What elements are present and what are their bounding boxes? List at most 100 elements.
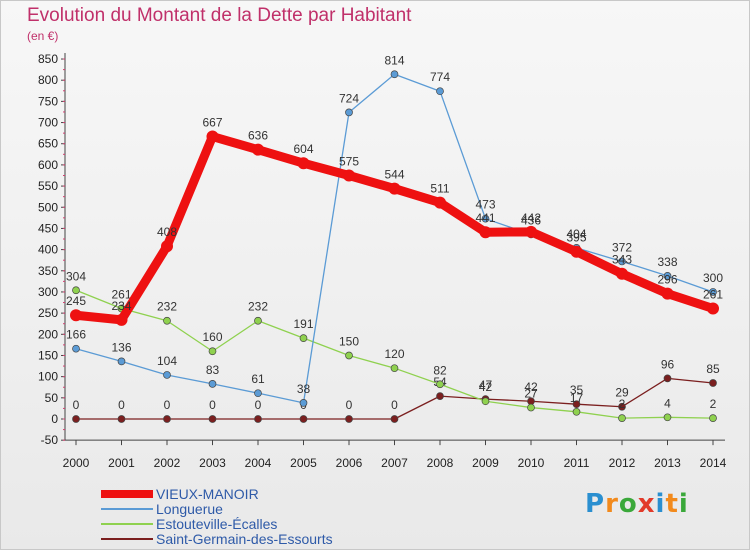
y-tick-label: 150 — [38, 348, 58, 362]
data-label: 160 — [202, 330, 222, 344]
x-tick-label: 2011 — [564, 456, 590, 470]
data-label: 232 — [157, 300, 177, 314]
y-tick-label: 50 — [45, 391, 59, 405]
data-point — [345, 415, 353, 423]
data-point — [206, 130, 219, 143]
chart-subtitle: (en €) — [27, 29, 59, 43]
y-tick-label: 600 — [38, 158, 58, 172]
data-label: 42 — [479, 380, 493, 394]
data-label: 338 — [657, 255, 677, 269]
data-label: 85 — [706, 362, 720, 376]
x-tick-label: 2009 — [472, 456, 499, 470]
data-point — [72, 344, 80, 353]
data-label: 408 — [157, 225, 177, 239]
x-tick-label: 2012 — [609, 456, 636, 470]
x-tick-label: 2007 — [381, 456, 408, 470]
data-label: 300 — [703, 271, 723, 285]
data-point — [481, 214, 490, 223]
y-tick-label: 800 — [38, 73, 58, 87]
data-label: 0 — [209, 398, 216, 412]
data-point — [163, 316, 171, 325]
data-point — [663, 413, 672, 422]
data-label: 191 — [293, 317, 313, 331]
data-label: 372 — [612, 240, 632, 254]
legend-swatch — [101, 538, 153, 540]
data-point — [663, 374, 672, 383]
logo-letter: x — [637, 489, 656, 519]
x-tick-label: 2004 — [245, 456, 272, 470]
data-point — [707, 302, 719, 315]
data-label: 436 — [521, 213, 541, 227]
data-label: 120 — [384, 347, 404, 361]
logo-letter: r — [605, 489, 619, 519]
data-point — [618, 402, 626, 411]
data-label: 0 — [73, 398, 80, 412]
data-label: 814 — [384, 53, 404, 67]
logo-letter: o — [618, 489, 638, 519]
data-point — [481, 397, 490, 406]
x-tick-label: 2013 — [654, 456, 681, 470]
data-label: 774 — [430, 70, 450, 84]
data-label: 296 — [657, 273, 677, 287]
data-label: 304 — [66, 269, 86, 283]
data-point — [663, 272, 672, 280]
data-label: 234 — [111, 299, 131, 313]
data-label: 83 — [206, 363, 220, 377]
data-label: 4 — [664, 396, 671, 410]
data-point — [527, 403, 535, 412]
data-label: 0 — [164, 398, 171, 412]
data-point — [72, 415, 80, 423]
y-tick-label: 500 — [38, 200, 58, 214]
x-tick-label: 2006 — [336, 456, 363, 470]
y-tick-label: 700 — [38, 116, 58, 130]
data-point — [390, 415, 399, 423]
data-point — [709, 288, 717, 296]
x-tick-label: 2005 — [290, 456, 317, 470]
y-tick-label: 300 — [38, 285, 58, 299]
data-point — [616, 267, 628, 280]
data-point — [390, 364, 399, 373]
data-label: 261 — [703, 287, 723, 301]
data-label: 343 — [612, 253, 632, 267]
data-point — [618, 257, 626, 266]
x-tick-label: 2008 — [427, 456, 454, 470]
data-label: 0 — [118, 398, 125, 412]
data-point — [343, 169, 355, 182]
data-point — [436, 380, 444, 389]
data-point — [163, 371, 171, 379]
y-tick-label: 750 — [38, 94, 58, 108]
data-label: 441 — [475, 211, 495, 225]
data-point — [618, 414, 626, 423]
data-label: 261 — [111, 287, 131, 301]
data-point — [208, 415, 217, 423]
data-label: 96 — [661, 357, 675, 371]
x-tick-label: 2003 — [199, 456, 226, 470]
data-point — [388, 182, 401, 195]
data-point — [434, 196, 446, 209]
data-label: 511 — [430, 182, 449, 196]
data-label: 575 — [339, 154, 359, 168]
logo-letter: P — [585, 489, 606, 519]
data-label: 47 — [479, 378, 493, 392]
data-label: 724 — [339, 91, 359, 105]
legend-swatch — [101, 523, 153, 525]
data-point — [436, 87, 444, 96]
data-label: 2 — [710, 397, 717, 411]
data-point — [299, 334, 308, 342]
data-point — [115, 313, 128, 326]
legend-label: Estouteville-Écalles — [156, 516, 278, 532]
data-label: 2 — [619, 397, 626, 411]
data-point — [709, 414, 717, 423]
y-tick-label: 0 — [51, 412, 58, 426]
data-point — [479, 226, 492, 239]
data-label: 136 — [111, 340, 131, 354]
data-label: 166 — [66, 328, 86, 342]
data-label: 667 — [202, 116, 222, 130]
data-point — [525, 225, 537, 238]
data-point — [208, 347, 217, 356]
data-label: 544 — [384, 168, 404, 182]
data-label: 636 — [248, 129, 268, 143]
data-point — [208, 379, 217, 388]
logo-letter: i — [678, 489, 689, 519]
